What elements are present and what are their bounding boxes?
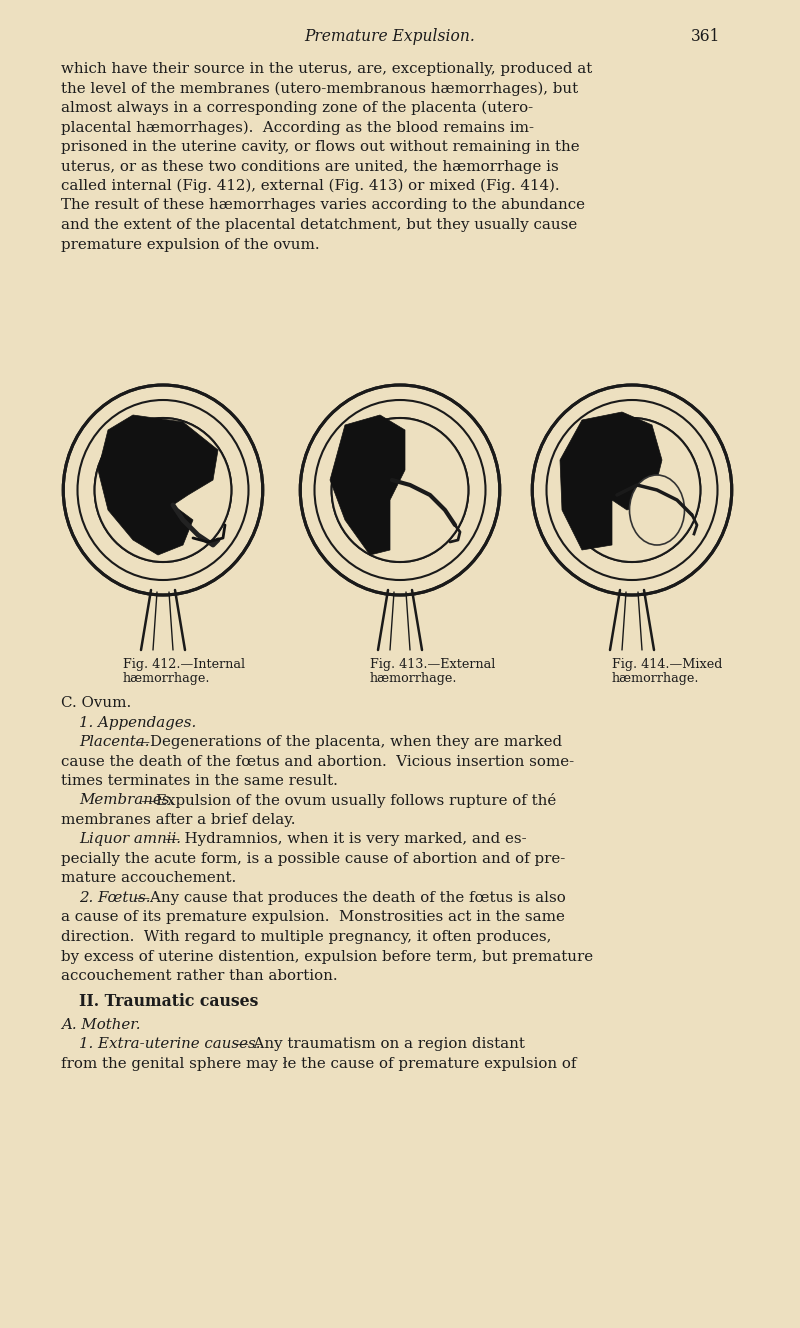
Ellipse shape [546,400,718,580]
Ellipse shape [563,418,701,562]
Text: mature accouchement.: mature accouchement. [61,871,236,886]
Text: 361: 361 [690,28,720,45]
Polygon shape [330,414,405,555]
Text: direction.  With regard to multiple pregnancy, it often produces,: direction. With regard to multiple pregn… [61,930,551,944]
Ellipse shape [630,475,685,544]
Text: placental hæmorrhages).  According as the blood remains im-: placental hæmorrhages). According as the… [61,121,534,135]
Ellipse shape [563,418,701,562]
Text: Fig. 412.—Internal: Fig. 412.—Internal [123,657,245,671]
Ellipse shape [94,418,231,562]
Text: almost always in a corresponding zone of the placenta (utero-: almost always in a corresponding zone of… [61,101,533,116]
Text: times terminates in the same result.: times terminates in the same result. [61,774,338,788]
Text: Membranes.: Membranes. [78,794,174,807]
Ellipse shape [314,400,486,580]
Text: prisoned in the uterine cavity, or flows out without remaining in the: prisoned in the uterine cavity, or flows… [61,139,579,154]
Text: which have their source in the uterus, are, exceptionally, produced at: which have their source in the uterus, a… [61,62,592,76]
Text: hæmorrhage.: hæmorrhage. [123,672,210,685]
Text: membranes after a brief delay.: membranes after a brief delay. [61,813,295,827]
Text: II. Traumatic causes: II. Traumatic causes [78,992,258,1009]
Text: — Any traumatism on a region distant: — Any traumatism on a region distant [229,1037,525,1052]
Ellipse shape [332,418,469,562]
Text: pecially the acute form, is a possible cause of abortion and of pre-: pecially the acute form, is a possible c… [61,853,565,866]
Ellipse shape [94,418,231,562]
Text: A. Mother.: A. Mother. [61,1017,140,1032]
Text: hæmorrhage.: hæmorrhage. [370,672,458,685]
Ellipse shape [314,400,486,580]
Ellipse shape [546,400,718,580]
Text: —Degenerations of the placenta, when they are marked: —Degenerations of the placenta, when the… [135,734,562,749]
Text: by excess of uterine distention, expulsion before term, but premature: by excess of uterine distention, expulsi… [61,950,593,964]
Polygon shape [560,412,662,550]
Text: from the genital sphere may łe the cause of premature expulsion of: from the genital sphere may łe the cause… [61,1057,576,1070]
Ellipse shape [78,400,249,580]
Text: cause the death of the fœtus and abortion.  Vicious insertion some-: cause the death of the fœtus and abortio… [61,754,574,769]
Text: Premature Expulsion.: Premature Expulsion. [304,28,474,45]
Text: called internal (Fig. 412), external (Fig. 413) or mixed (Fig. 414).: called internal (Fig. 412), external (Fi… [61,179,559,194]
Text: The result of these hæmorrhages varies according to the abundance: The result of these hæmorrhages varies a… [61,198,585,212]
Text: and the extent of the placental detatchment, but they usually cause: and the extent of the placental detatchm… [61,218,577,232]
Text: Fig. 413.—External: Fig. 413.—External [370,657,495,671]
Text: uterus, or as these two conditions are united, the hæmorrhage is: uterus, or as these two conditions are u… [61,159,558,174]
Ellipse shape [332,418,469,562]
Text: —Any cause that produces the death of the fœtus is also: —Any cause that produces the death of th… [135,891,566,904]
Polygon shape [98,414,218,555]
Text: Fig. 414.—Mixed: Fig. 414.—Mixed [612,657,722,671]
Text: — Hydramnios, when it is very marked, and es-: — Hydramnios, when it is very marked, an… [160,833,527,846]
Text: accouchement rather than abortion.: accouchement rather than abortion. [61,969,338,983]
Text: C. Ovum.: C. Ovum. [61,696,131,710]
Text: the level of the membranes (utero-membranous hæmorrhages), but: the level of the membranes (utero-membra… [61,81,578,96]
Text: 1. Extra-uterine causes.: 1. Extra-uterine causes. [78,1037,260,1052]
Text: premature expulsion of the ovum.: premature expulsion of the ovum. [61,238,319,251]
Text: hæmorrhage.: hæmorrhage. [612,672,699,685]
Text: 2. Fœtus.: 2. Fœtus. [78,891,150,904]
Text: —Expulsion of the ovum usually follows rupture of thé: —Expulsion of the ovum usually follows r… [142,794,557,809]
Text: Placenta.: Placenta. [78,734,150,749]
Ellipse shape [78,400,249,580]
Text: a cause of its premature expulsion.  Monstrosities act in the same: a cause of its premature expulsion. Mons… [61,911,565,924]
Text: Liquor amnii.: Liquor amnii. [78,833,181,846]
Text: 1. Appendages.: 1. Appendages. [78,716,196,729]
